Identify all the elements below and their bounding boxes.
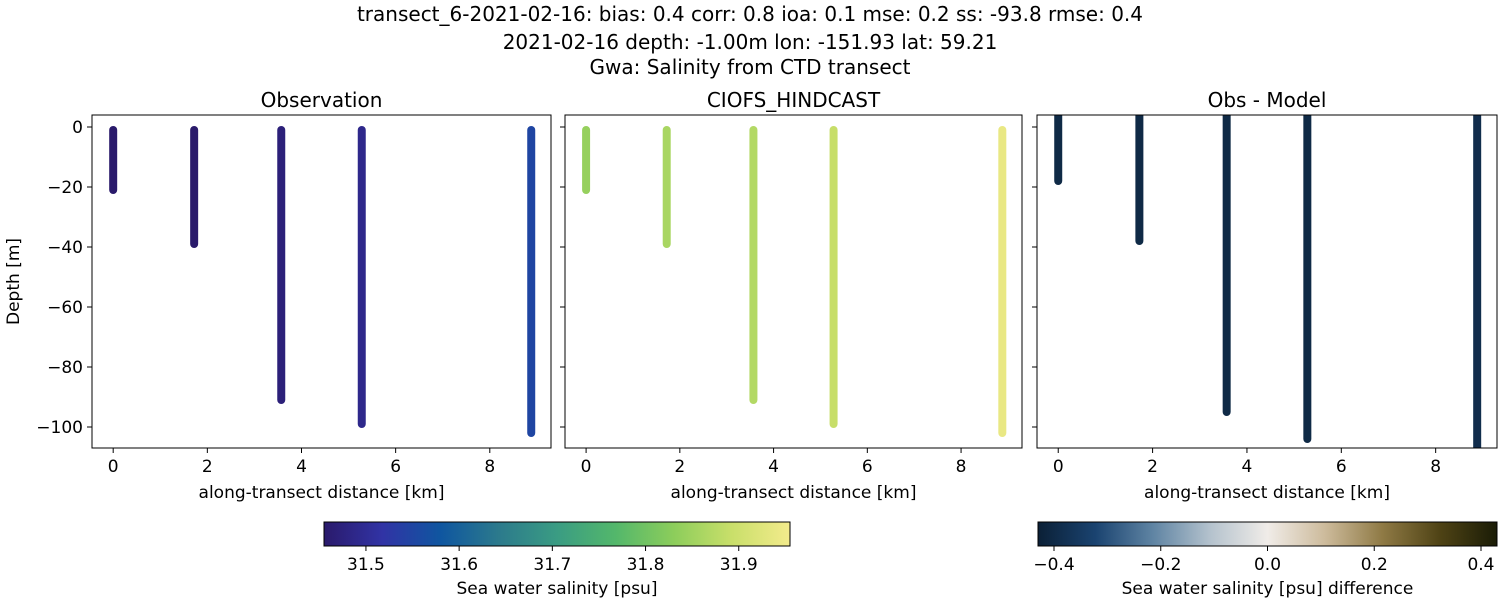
colorbar-difference-label: Sea water salinity [psu] difference [1122,579,1414,599]
figure-title-line-2: 2021-02-16 depth: -1.00m lon: -151.93 la… [502,30,998,54]
model-panel-title: CIOFS_HINDCAST [707,88,881,112]
colorbar-salinity-tick-label-1: 31.6 [440,555,478,575]
model-x-tick-label-1: 2 [674,457,685,477]
model-x-tick-label-2: 4 [768,457,779,477]
diff-x-axis-label: along-transect distance [km] [1144,483,1390,503]
obs-y-tick-label-5: −100 [36,418,83,438]
diff-x-tick-label-4: 8 [1430,457,1441,477]
obs-y-tick-label-0: 0 [72,118,83,138]
colorbar-salinity-label: Sea water salinity [psu] [457,579,658,599]
figure-title-line-3: Gwa: Salinity from CTD transect [589,55,911,79]
diff-x-tick-label-2: 4 [1242,457,1253,477]
obs-y-tick-label-3: −60 [47,298,83,318]
obs-y-tick-label-4: −80 [47,358,83,378]
colorbar-difference-tick-label-2: 0.0 [1254,555,1281,575]
obs-x-tick-label-2: 4 [296,457,307,477]
colorbar-difference-tick-label-3: 0.2 [1361,555,1388,575]
diff-x-tick-label-0: 0 [1053,457,1064,477]
colorbar-salinity-tick-label-0: 31.5 [347,555,385,575]
obs-x-tick-label-3: 6 [390,457,401,477]
model-x-tick-label-0: 0 [581,457,592,477]
diff-x-tick-label-3: 6 [1336,457,1347,477]
colorbar-salinity-tick-label-3: 31.8 [627,555,665,575]
diff-panel-title: Obs - Model [1208,88,1327,112]
obs-x-tick-label-4: 8 [484,457,495,477]
colorbar-difference-tick-label-4: 0.4 [1467,555,1494,575]
colorbar-difference-tick-label-1: −0.2 [1140,555,1181,575]
obs-x-tick-label-1: 2 [202,457,213,477]
colorbar-difference [1037,521,1498,547]
obs-y-axis-label: Depth [m] [4,238,24,325]
obs-axes-frame [91,114,552,449]
figure-title-line-1: transect_6-2021-02-16: bias: 0.4 corr: 0… [356,2,1144,26]
model-axes-frame [564,114,1023,449]
obs-y-tick-label-1: −20 [47,178,83,198]
colorbar-difference-tick-label-0: −0.4 [1033,555,1074,575]
colorbar-salinity-tick-label-2: 31.7 [533,555,571,575]
colorbar-salinity [323,521,791,547]
obs-x-axis-label: along-transect distance [km] [199,483,445,503]
obs-panel-title: Observation [261,88,383,112]
diff-axes-frame [1036,114,1498,449]
model-x-axis-label: along-transect distance [km] [671,483,917,503]
colorbar-salinity-tick-label-4: 31.9 [720,555,758,575]
obs-x-tick-label-0: 0 [108,457,119,477]
model-x-tick-label-4: 8 [956,457,967,477]
diff-x-tick-label-1: 2 [1147,457,1158,477]
obs-y-tick-label-2: −40 [47,238,83,258]
model-x-tick-label-3: 6 [862,457,873,477]
